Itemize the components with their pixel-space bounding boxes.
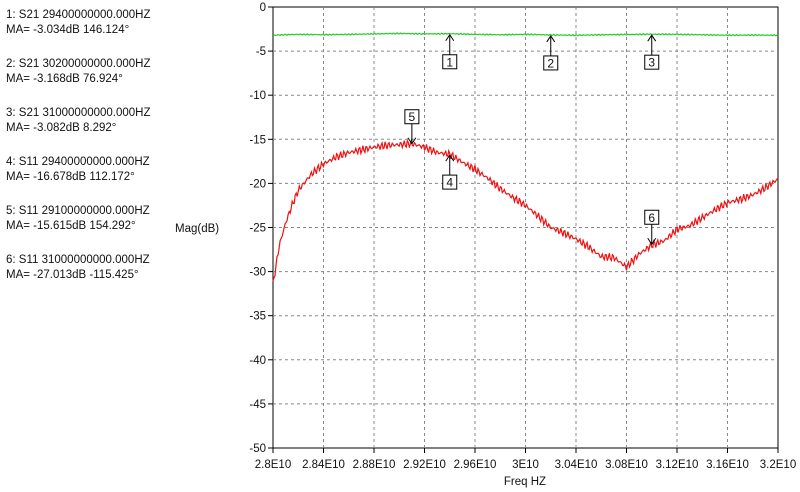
marker-label: 2: [547, 56, 554, 70]
x-tick-label: 3.04E10: [555, 459, 598, 471]
y-tick-label: -25: [249, 223, 266, 235]
y-axis-label: Mag(dB): [175, 223, 219, 235]
x-tick-label: 2.88E10: [353, 459, 396, 471]
y-tick-label: -40: [249, 355, 266, 367]
marker-layer: 1 2 3 4 5 6: [404, 33, 660, 246]
marker-label: 6: [648, 211, 655, 225]
x-tick-label: 3E10: [512, 459, 539, 471]
marker-3: 3: [644, 34, 660, 70]
series-line-2: [272, 138, 779, 282]
y-tick-label: -10: [249, 90, 266, 102]
marker-readout-line1: 1: S21 29400000000.000HZ: [6, 9, 151, 21]
marker-arrowhead: [647, 34, 657, 42]
marker-readout-5: 5: S11 29100000000.000HZ MA= -15.615dB 1…: [6, 204, 181, 234]
marker-arrowhead: [647, 237, 657, 246]
marker-readout-line2: MA= -3.034dB 146.124°: [6, 24, 130, 36]
marker-readout-line2: MA= -27.013dB -115.425°: [6, 269, 139, 281]
marker-readout-line1: 6: S11 31000000000.000HZ: [6, 254, 150, 266]
y-tick-label: -15: [249, 134, 266, 146]
marker-readout-line1: 4: S11 29400000000.000HZ: [6, 156, 150, 168]
marker-readout-line2: MA= -3.168dB 76.924°: [6, 73, 123, 85]
marker-1: 1: [442, 33, 458, 70]
marker-label: 1: [446, 55, 453, 69]
x-tick-label: 2.92E10: [403, 459, 446, 471]
marker-arrowhead: [407, 137, 417, 145]
marker-label: 3: [648, 56, 655, 70]
marker-arrowhead: [546, 35, 556, 43]
marker-label: 5: [409, 110, 416, 124]
x-tick-label: 2.84E10: [302, 459, 345, 471]
marker-readout-line2: MA= -16.678dB 112.172°: [6, 171, 135, 183]
y-tick-label: 0: [260, 2, 266, 14]
y-tick-label: -5: [256, 46, 266, 58]
marker-arrowhead: [445, 33, 455, 42]
series-line-1: [272, 32, 779, 37]
y-tick-label: -45: [249, 399, 266, 411]
x-tick-label: 3.16E10: [706, 459, 749, 471]
y-tick-label: -20: [249, 178, 266, 190]
marker-label-box: [543, 55, 559, 71]
x-axis-ticks: 2.8E10 2.84E10 2.88E10 2.92E10 2.96E10 3E10 3.…: [255, 448, 796, 471]
marker-readout-line1: 2: S21 30200000000.000HZ: [6, 58, 151, 70]
marker-6: 6: [644, 209, 660, 246]
x-tick-label: 3.08E10: [605, 459, 648, 471]
y-axis-ticks: 0 -5 -10 -15 -20 -25 -30 -35 -40 -45 -50: [249, 2, 273, 455]
marker-readout-line2: MA= -15.615dB 154.292°: [6, 220, 136, 232]
marker-readout-line1: 3: S21 31000000000.000HZ: [6, 107, 151, 119]
marker-label-box: [644, 54, 660, 70]
marker-5: 5: [404, 109, 420, 145]
marker-readout-6: 6: S11 31000000000.000HZ MA= -27.013dB -…: [6, 253, 181, 283]
x-tick-label: 2.8E10: [255, 459, 291, 471]
x-tick-label: 3.12E10: [656, 459, 699, 471]
marker-label-box: [442, 54, 458, 70]
marker-readout-4: 4: S11 29400000000.000HZ MA= -16.678dB 1…: [6, 155, 181, 185]
marker-readout-2: 2: S21 30200000000.000HZ MA= -3.168dB 76…: [6, 57, 181, 87]
x-tick-label: 2.96E10: [454, 459, 497, 471]
grid: [273, 7, 778, 448]
marker-readout-1: 1: S21 29400000000.000HZ MA= -3.034dB 14…: [6, 8, 181, 38]
y-tick-label: -50: [249, 443, 266, 455]
y-tick-label: -35: [249, 311, 266, 323]
marker-4: 4: [442, 154, 458, 190]
marker-readout-3: 3: S21 31000000000.000HZ MA= -3.082dB 8.…: [6, 106, 181, 136]
marker-2: 2: [543, 35, 559, 71]
x-axis-label: Freq HZ: [504, 476, 546, 488]
marker-label-box: [404, 109, 420, 125]
marker-readout-line2: MA= -3.082dB 8.292°: [6, 122, 117, 134]
y-tick-label: -30: [249, 267, 266, 279]
marker-label-box: [442, 174, 458, 190]
marker-readout-line1: 5: S11 29100000000.000HZ: [6, 205, 150, 217]
marker-readout-panel: 1: S21 29400000000.000HZ MA= -3.034dB 14…: [6, 8, 181, 302]
series-layer: [272, 32, 779, 282]
marker-label-box: [644, 209, 660, 225]
marker-label: 4: [446, 176, 453, 190]
marker-arrowhead: [445, 154, 455, 162]
x-tick-label: 3.2E10: [760, 459, 796, 471]
